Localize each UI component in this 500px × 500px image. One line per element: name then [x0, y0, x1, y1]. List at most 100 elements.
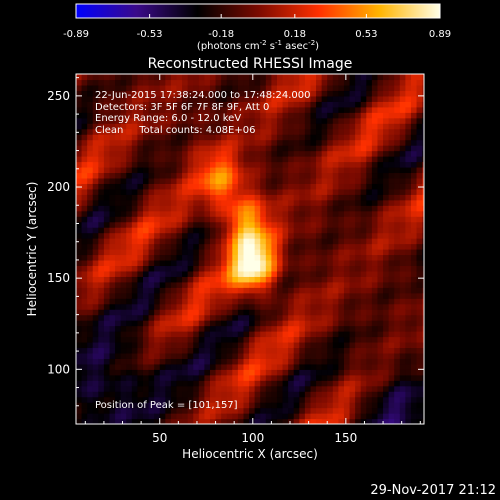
heatmap-cell [98, 117, 105, 124]
heatmap-cell [126, 232, 133, 239]
heatmap-cell [159, 84, 166, 92]
heatmap-cell [109, 199, 116, 206]
heatmap-cell [405, 101, 412, 108]
heatmap-cell [226, 172, 233, 179]
heatmap-cell [165, 210, 172, 217]
heatmap-cell [226, 232, 233, 239]
heatmap-cell [332, 210, 339, 217]
heatmap-cell [349, 84, 356, 92]
heatmap-cell [355, 341, 362, 349]
heatmap-cell [288, 128, 295, 135]
heatmap-cell [371, 134, 379, 141]
heatmap-cell [215, 183, 222, 190]
heatmap-cell [159, 128, 166, 135]
heatmap-cell [131, 210, 139, 217]
heatmap-cell [349, 166, 356, 174]
heatmap-cell [170, 331, 178, 338]
heatmap-cell [237, 112, 245, 119]
heatmap-cell [299, 347, 306, 354]
heatmap-cell [187, 238, 194, 245]
heatmap-cell [360, 101, 367, 108]
heatmap-cell [226, 238, 233, 245]
heatmap-cell [416, 101, 423, 108]
heatmap-cell [109, 249, 116, 256]
heatmap-cell [126, 95, 133, 102]
heatmap-cell [226, 254, 233, 261]
heatmap-cell [226, 385, 233, 392]
heatmap-cell [282, 84, 289, 92]
heatmap-cell [394, 292, 401, 299]
heatmap-cell [254, 325, 261, 332]
heatmap-cell [193, 374, 200, 381]
heatmap-cell [260, 341, 267, 349]
heatmap-cell [142, 303, 150, 310]
heatmap-cell [221, 139, 228, 146]
heatmap-cell [193, 117, 200, 124]
heatmap-cell [170, 325, 178, 332]
heatmap-cell [360, 194, 367, 201]
heatmap-cell [405, 210, 412, 217]
heatmap-cell [182, 194, 189, 201]
heatmap-cell [182, 79, 189, 86]
heatmap-cell [371, 90, 379, 97]
heatmap-cell [282, 199, 289, 206]
heatmap-cell [115, 134, 122, 141]
heatmap-cell [221, 374, 228, 381]
heatmap-cell [416, 276, 423, 283]
heatmap-cell [148, 325, 155, 332]
heatmap-cell [204, 74, 211, 81]
heatmap-cell [81, 380, 88, 387]
heatmap-cell [126, 287, 133, 294]
heatmap-cell [338, 385, 345, 392]
heatmap-cell [176, 112, 183, 119]
heatmap-cell [182, 418, 189, 424]
heatmap-cell [394, 331, 401, 338]
heatmap-cell [87, 150, 94, 157]
heatmap-cell [254, 320, 261, 327]
heatmap-cell [148, 117, 155, 124]
heatmap-cell [394, 281, 401, 288]
heatmap-cell [237, 265, 245, 272]
heatmap-cell [126, 331, 133, 338]
heatmap-cell [215, 84, 222, 92]
heatmap-cell [383, 139, 390, 146]
heatmap-cell [209, 221, 217, 228]
heatmap-cell [243, 128, 250, 135]
heatmap-cell [126, 320, 133, 327]
heatmap-cell [81, 112, 88, 119]
heatmap-cell [410, 199, 418, 206]
heatmap-cell [154, 156, 161, 163]
heatmap-cell [120, 95, 127, 102]
heatmap-cell [371, 369, 379, 376]
heatmap-cell [388, 243, 395, 250]
heatmap-cell [371, 336, 379, 343]
heatmap-cell [154, 259, 161, 267]
heatmap-cell [410, 314, 418, 321]
heatmap-cell [366, 90, 373, 97]
heatmap-cell [98, 298, 105, 305]
heatmap-cell [265, 385, 272, 392]
heatmap-cell [103, 413, 111, 420]
heatmap-cell [165, 145, 172, 152]
heatmap-cell [293, 210, 300, 217]
heatmap-cell [187, 385, 194, 392]
chart-title: Reconstructed RHESSI Image [148, 56, 353, 72]
heatmap-cell [338, 101, 345, 108]
heatmap-cell [282, 385, 289, 392]
heatmap-cell [399, 145, 406, 152]
heatmap-cell [221, 259, 228, 267]
heatmap-cell [115, 314, 122, 321]
heatmap-cell [165, 166, 172, 174]
heatmap-cell [388, 90, 395, 97]
heatmap-cell [293, 309, 300, 316]
heatmap-cell [142, 232, 150, 239]
heatmap-cell [81, 117, 88, 124]
heatmap-cell [226, 352, 233, 359]
heatmap-cell [299, 407, 306, 414]
heatmap-cell [237, 347, 245, 354]
heatmap-cell [310, 407, 317, 414]
heatmap-cell [265, 232, 272, 239]
heatmap-cell [176, 369, 183, 376]
heatmap-cell [316, 325, 323, 332]
heatmap-cell [126, 374, 133, 381]
